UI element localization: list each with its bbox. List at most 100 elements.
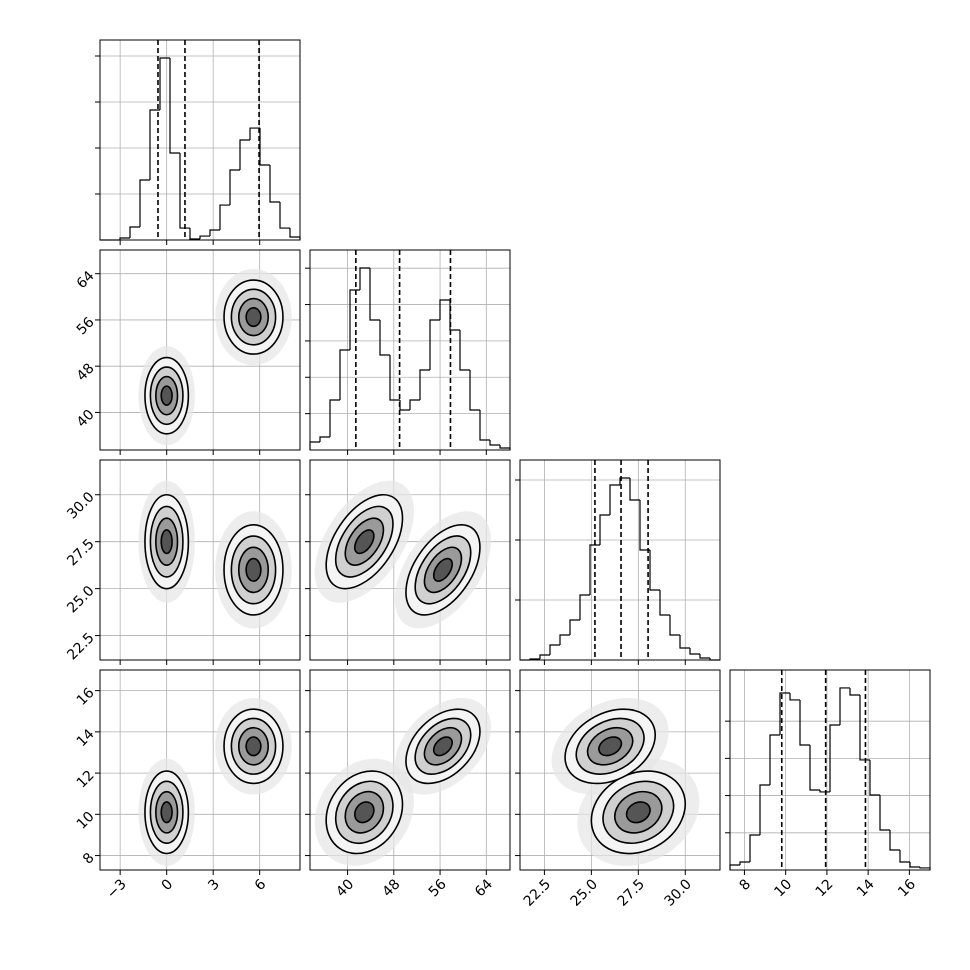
panel-frame bbox=[99, 459, 301, 661]
density-contour bbox=[160, 529, 173, 555]
panel-frame bbox=[99, 669, 301, 871]
histogram-step bbox=[769, 734, 780, 785]
density-contour bbox=[160, 801, 173, 824]
y-tick-label: 25.0 bbox=[64, 583, 97, 616]
histogram-step bbox=[649, 550, 660, 591]
histogram-step bbox=[199, 235, 210, 239]
x-tick-label: 22.5 bbox=[521, 876, 554, 909]
x-tick-label: 6 bbox=[252, 876, 270, 894]
histogram-step bbox=[269, 165, 280, 203]
panel-frame bbox=[99, 39, 301, 241]
histogram-step bbox=[689, 648, 700, 655]
x-tick-label: 3 bbox=[205, 876, 223, 894]
histogram-step bbox=[559, 634, 570, 645]
panel-frame bbox=[519, 459, 721, 661]
histogram-step bbox=[399, 400, 410, 411]
x-tick-label: 64 bbox=[472, 876, 496, 900]
x-tick-label: 8 bbox=[736, 876, 754, 894]
histogram-step bbox=[129, 226, 140, 238]
x-tick-label: 40 bbox=[333, 876, 357, 900]
histogram-step bbox=[779, 692, 790, 736]
histogram-step bbox=[339, 349, 350, 400]
histogram-step bbox=[589, 544, 600, 595]
histogram-step bbox=[629, 478, 640, 501]
x-tick-label: 0 bbox=[159, 876, 177, 894]
x-tick-label: 16 bbox=[895, 876, 919, 900]
histogram-step bbox=[889, 830, 900, 851]
histogram-step bbox=[409, 399, 420, 410]
histogram-step bbox=[329, 399, 340, 437]
histogram-step bbox=[239, 139, 250, 170]
histogram-step bbox=[369, 268, 380, 321]
histogram-step bbox=[579, 594, 590, 620]
histogram-step bbox=[679, 635, 690, 649]
histogram-step bbox=[219, 204, 230, 230]
histogram-step bbox=[389, 355, 400, 401]
y-tick-label: 12 bbox=[74, 767, 98, 791]
histogram-step bbox=[169, 58, 180, 154]
density-contour bbox=[432, 736, 453, 757]
x-tick-label: 56 bbox=[426, 876, 450, 900]
panel-frame bbox=[309, 669, 511, 871]
y-tick-label: 16 bbox=[74, 685, 98, 709]
histogram-step bbox=[469, 370, 480, 411]
x-tick-label: 48 bbox=[380, 876, 404, 900]
panel-frame bbox=[519, 669, 721, 871]
histogram-step bbox=[759, 784, 770, 836]
y-tick-label: 14 bbox=[74, 726, 98, 750]
panel-density bbox=[551, 698, 700, 866]
histogram-step bbox=[729, 864, 740, 870]
histogram-step bbox=[869, 759, 880, 796]
histogram-step bbox=[859, 695, 870, 761]
density-contour bbox=[245, 557, 262, 582]
histogram-step bbox=[619, 477, 630, 485]
histogram-step bbox=[279, 202, 290, 229]
density-contour bbox=[353, 529, 375, 555]
x-tick-label: −3 bbox=[104, 876, 130, 902]
histogram-step bbox=[739, 861, 750, 865]
histogram-step bbox=[809, 744, 820, 791]
y-tick-label: 56 bbox=[74, 314, 98, 338]
panel-density bbox=[138, 698, 292, 866]
y-tick-label: 40 bbox=[74, 407, 98, 431]
histogram-step bbox=[189, 228, 200, 240]
x-tick-label: 27.5 bbox=[615, 876, 648, 909]
y-tick-label: 22.5 bbox=[64, 630, 97, 663]
y-tick-label: 30.0 bbox=[64, 489, 97, 522]
histogram-step bbox=[139, 179, 150, 228]
histogram-step bbox=[599, 514, 610, 545]
histogram-step bbox=[429, 319, 440, 370]
histogram-step bbox=[159, 57, 170, 111]
histogram-step bbox=[549, 644, 560, 655]
histogram-step bbox=[839, 687, 850, 725]
histogram-step bbox=[209, 229, 220, 237]
histogram-step bbox=[259, 128, 270, 166]
panel-density bbox=[138, 480, 292, 629]
x-tick-label: 30.0 bbox=[662, 876, 695, 909]
histogram-step bbox=[539, 654, 550, 659]
density-contour bbox=[245, 736, 262, 757]
histogram-step bbox=[499, 445, 511, 450]
panel-density bbox=[314, 480, 492, 629]
histogram-step bbox=[349, 289, 360, 350]
histogram-step bbox=[879, 795, 890, 831]
y-tick-label: 27.5 bbox=[64, 536, 97, 569]
y-tick-label: 64 bbox=[74, 268, 98, 292]
histogram-step bbox=[669, 615, 680, 636]
histogram-step bbox=[439, 299, 450, 320]
density-contour bbox=[432, 557, 453, 582]
panel-frame bbox=[99, 249, 301, 451]
histogram-step bbox=[119, 237, 130, 240]
histogram-step bbox=[489, 440, 500, 446]
panel-density bbox=[314, 698, 492, 866]
histogram-step bbox=[229, 169, 240, 206]
histogram-step bbox=[419, 369, 430, 400]
panel-density bbox=[138, 268, 292, 446]
histogram-step bbox=[899, 850, 910, 863]
histogram-step bbox=[359, 267, 370, 290]
panel-frame bbox=[729, 669, 931, 871]
density-contour bbox=[625, 801, 651, 824]
y-tick-label: 8 bbox=[80, 850, 98, 868]
